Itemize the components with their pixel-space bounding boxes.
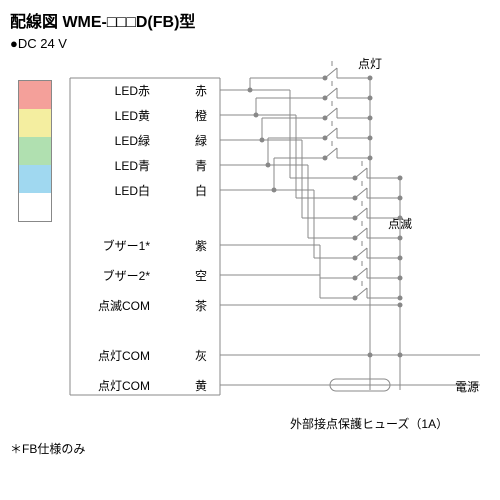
row-label: ブザー1*: [80, 237, 150, 254]
row-label: 点灯COM: [80, 377, 150, 394]
wire-color-label: 緑: [195, 132, 207, 149]
row-label: LED青: [80, 157, 150, 174]
wire-color-label: 灰: [195, 347, 207, 364]
diagram-title: 配線図 WME-□□□D(FB)型: [10, 8, 195, 32]
segment-blue: [19, 165, 51, 193]
segment-red: [19, 81, 51, 109]
wire-color-label: 白: [195, 182, 207, 199]
row-label: ブザー2*: [80, 267, 150, 284]
segment-white: [19, 193, 51, 221]
row-label: LED赤: [80, 82, 150, 99]
power-label: 電源: [455, 378, 479, 395]
signal-tower: [18, 80, 52, 222]
row-label: 点滅COM: [80, 297, 150, 314]
footnote: ＊FB仕様のみ: [10, 440, 85, 457]
segment-yellow: [19, 109, 51, 137]
wire-color-label: 紫: [195, 237, 207, 254]
row-label: LED緑: [80, 132, 150, 149]
steady-label: 点灯: [358, 55, 382, 72]
wire-color-label: 橙: [195, 107, 207, 124]
wire-color-label: 茶: [195, 297, 207, 314]
row-label: LED黄: [80, 107, 150, 124]
wire-color-label: 黄: [195, 377, 207, 394]
flash-label: 点滅: [388, 215, 412, 232]
diagram-subtitle: ●DC 24 V: [10, 36, 67, 51]
row-label: 点灯COM: [80, 347, 150, 364]
wire-color-label: 赤: [195, 82, 207, 99]
wire-color-label: 空: [195, 267, 207, 284]
row-label: LED白: [80, 182, 150, 199]
fuse-label: 外部接点保護ヒューズ（1A）: [290, 415, 448, 432]
segment-green: [19, 137, 51, 165]
wire-color-label: 青: [195, 157, 207, 174]
